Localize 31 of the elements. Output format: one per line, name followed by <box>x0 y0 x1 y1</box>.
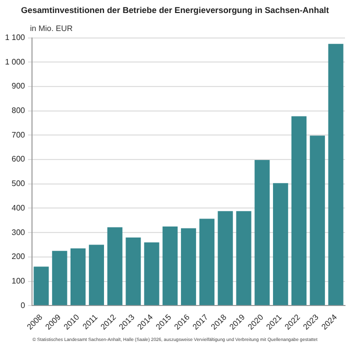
y-tick-label: 100 <box>12 276 26 286</box>
bar <box>34 266 49 306</box>
bar <box>310 136 325 306</box>
bar <box>162 226 178 306</box>
bar <box>328 44 344 306</box>
bar <box>236 211 252 306</box>
bar <box>291 116 307 306</box>
bar <box>88 244 104 306</box>
bar <box>70 248 86 306</box>
y-tick-label: 500 <box>12 179 26 188</box>
bar <box>218 211 233 306</box>
y-tick-label: 800 <box>12 106 26 116</box>
y-tick-label: 1 100 <box>4 33 26 42</box>
bar <box>199 218 214 306</box>
bar <box>144 242 160 306</box>
bar <box>126 237 141 306</box>
bar <box>52 250 68 306</box>
y-tick-label: 200 <box>12 252 26 262</box>
bar <box>107 227 122 306</box>
bar <box>180 228 196 306</box>
bar <box>254 160 270 306</box>
y-tick-label: 1 000 <box>4 57 26 66</box>
bar <box>273 183 288 306</box>
y-axis-title: in Mio. EUR <box>30 24 73 33</box>
y-tick-label: 400 <box>12 203 26 212</box>
y-tick-label: 300 <box>12 228 26 237</box>
chart-title: Gesamtinvestitionen der Betriebe der Energieversorgung in Sachsen-Anhalt <box>20 5 330 15</box>
y-tick-label: 600 <box>12 154 26 164</box>
y-tick-label: 0 <box>20 300 26 310</box>
y-tick-label: 900 <box>12 82 26 91</box>
y-tick-label: 700 <box>12 130 26 140</box>
